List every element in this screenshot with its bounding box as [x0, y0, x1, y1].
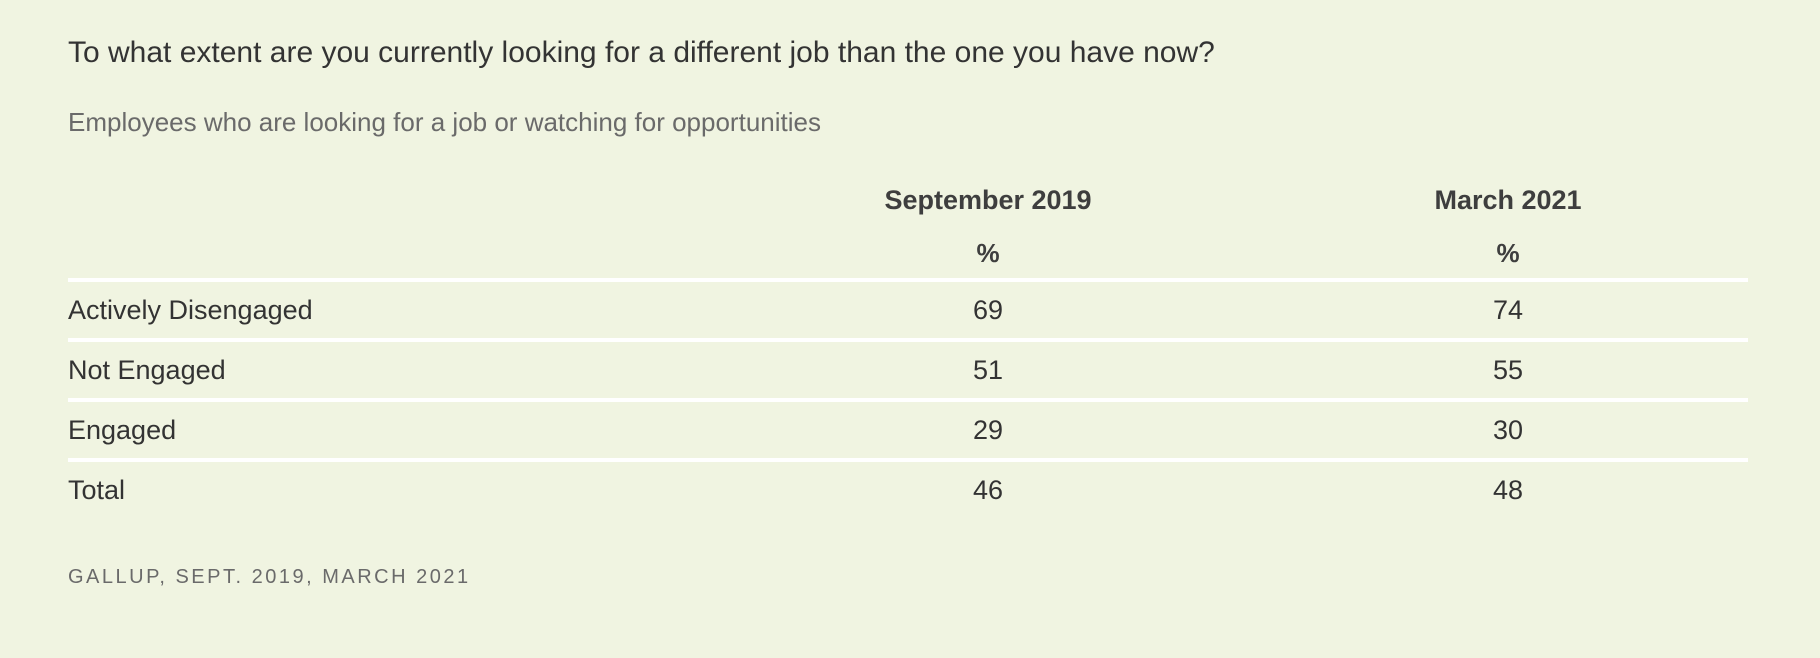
table-row: Engaged 29 30 — [68, 400, 1748, 462]
unit-row: % % — [68, 228, 1748, 282]
data-table: September 2019 March 2021 % % Actively D… — [68, 172, 1748, 518]
table-cell: 74 — [1268, 280, 1748, 342]
table-cell: 69 — [708, 280, 1268, 342]
column-header: September 2019 — [884, 184, 1092, 215]
table-cell: 29 — [708, 400, 1268, 462]
row-label: Total — [68, 474, 126, 505]
unit-label: % — [1268, 228, 1748, 282]
chart-subtitle: Employees who are looking for a job or w… — [68, 107, 821, 137]
row-label: Actively Disengaged — [68, 280, 708, 342]
column-header: March 2021 — [1434, 184, 1582, 215]
header-row: September 2019 March 2021 — [68, 172, 1748, 228]
row-label: Not Engaged — [68, 340, 708, 402]
table-cell: 30 — [1268, 400, 1748, 462]
source-note: GALLUP, SEPT. 2019, MARCH 2021 — [68, 566, 471, 588]
table-row: Total 46 48 — [68, 460, 1748, 518]
table-cell: 46 — [972, 474, 1004, 505]
header-empty-cell — [68, 172, 708, 228]
table-cell: 48 — [1492, 474, 1524, 505]
row-label: Engaged — [68, 400, 708, 462]
unit-empty-cell — [68, 228, 708, 282]
table-cell: 51 — [708, 340, 1268, 402]
table-cell: 55 — [1268, 340, 1748, 402]
chart-title: To what extent are you currently looking… — [68, 36, 1215, 69]
table-row: Not Engaged 51 55 — [68, 340, 1748, 402]
table-row: Actively Disengaged 69 74 — [68, 280, 1748, 342]
unit-label: % — [708, 228, 1268, 282]
